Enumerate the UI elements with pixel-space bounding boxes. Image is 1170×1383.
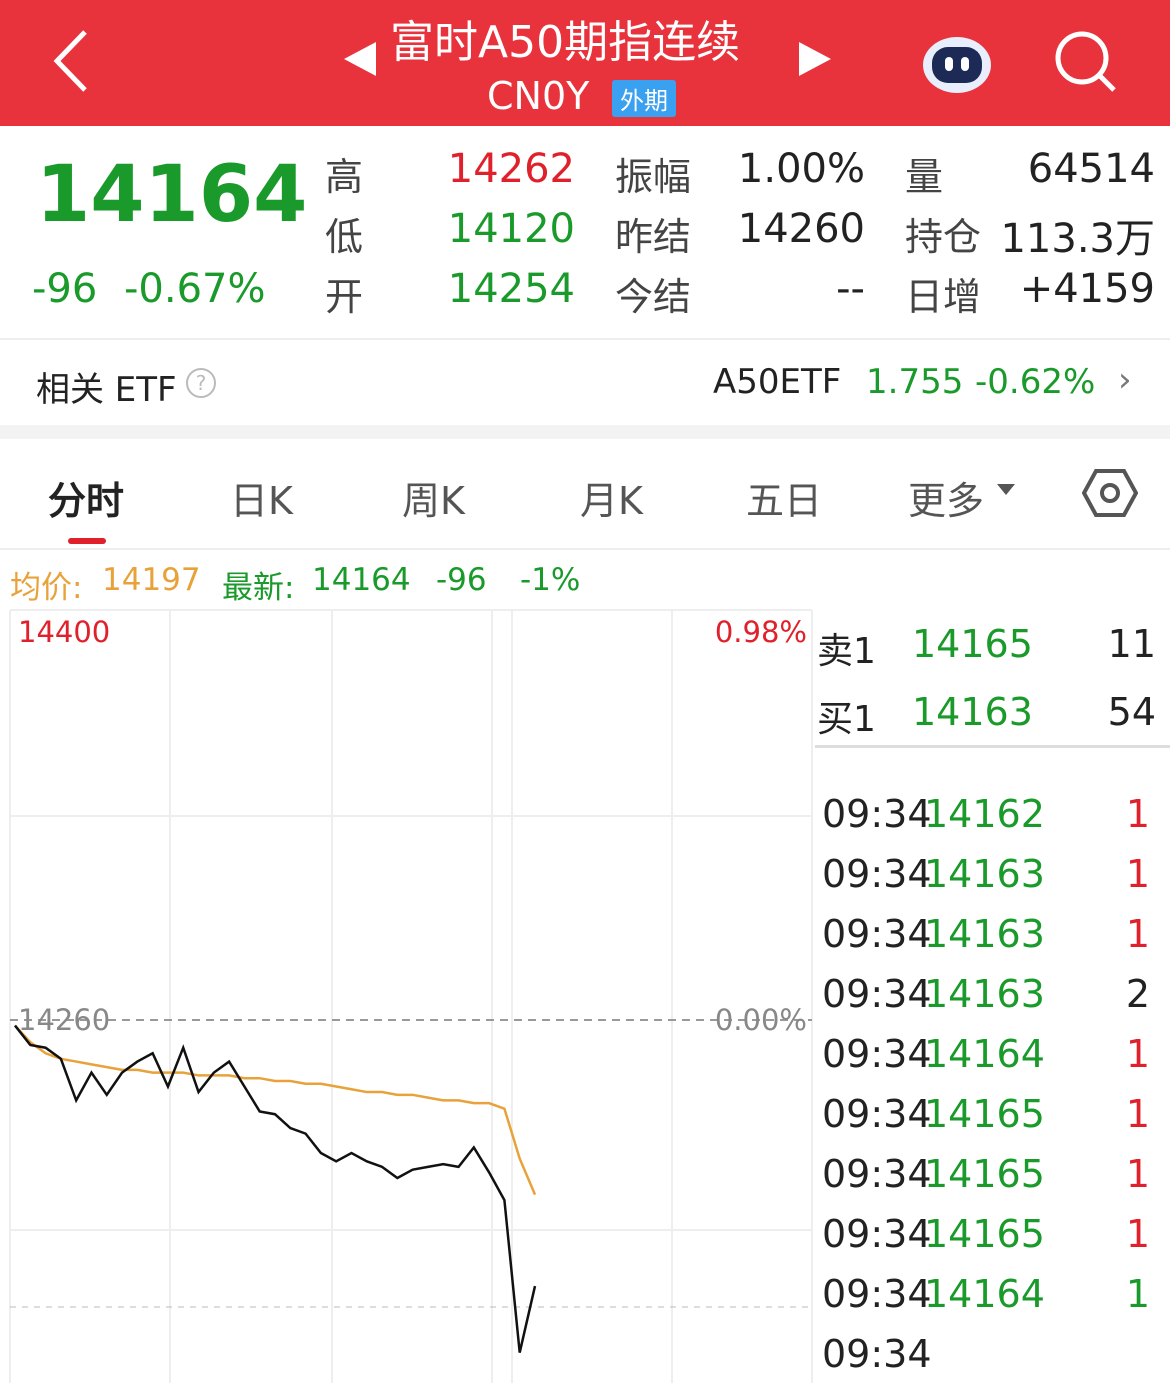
stat-label: 低	[325, 215, 364, 259]
trade-time: 09:34	[822, 1332, 932, 1376]
trade-volume: 1	[1125, 792, 1150, 836]
trade-time: 09:34	[822, 792, 932, 836]
grid	[9, 609, 813, 1383]
trade-time: 09:34	[822, 912, 932, 956]
legend-change: -96	[436, 562, 487, 598]
robot-icon[interactable]	[918, 25, 996, 95]
stat-value: 1.00%	[737, 146, 865, 192]
tag: 外期	[612, 80, 676, 117]
book-volume: 11	[1107, 622, 1156, 666]
book-volume: 54	[1107, 690, 1156, 734]
stat-value: +4159	[1019, 266, 1155, 312]
trade-volume: 1	[1125, 1032, 1150, 1076]
trade-volume: 1	[1125, 1152, 1150, 1196]
stat-label: 高	[325, 155, 364, 199]
tab[interactable]: 月K	[580, 479, 643, 523]
divider	[0, 338, 1170, 340]
change-pct: -0.67%	[124, 266, 266, 312]
tab[interactable]: 分时	[48, 479, 125, 523]
tab[interactable]: 日K	[230, 479, 293, 523]
last-price: 14164	[36, 150, 308, 240]
legend-avg-label: 均价:	[10, 570, 83, 606]
trade-volume: 1	[1125, 1212, 1150, 1256]
book-price: 14163	[912, 690, 1033, 734]
etf-label: 相关 ETF	[36, 370, 177, 410]
trade-volume: 1	[1125, 1272, 1150, 1316]
stat-value: 113.3万	[1000, 216, 1155, 262]
stat-label: 开	[325, 275, 364, 319]
etf-change: -0.62%	[975, 362, 1096, 402]
divider	[0, 548, 1170, 550]
book-label: 卖1	[817, 631, 876, 672]
trade-price: 14165	[924, 1092, 1045, 1136]
code: CN0Y	[487, 74, 590, 118]
search-icon[interactable]	[1052, 28, 1118, 94]
trade-price: 14165	[924, 1152, 1045, 1196]
trade-price: 14164	[924, 1032, 1045, 1076]
pct-label: 0.98%	[715, 615, 807, 649]
book-label: 买1	[817, 699, 876, 740]
trade-time: 09:34	[822, 1032, 932, 1076]
section-gap	[0, 425, 1170, 439]
trade-price: 14164	[924, 1272, 1045, 1316]
trade-time: 09:34	[822, 1272, 932, 1316]
trade-volume: 1	[1125, 912, 1150, 956]
trade-volume: 1	[1125, 852, 1150, 896]
trade-volume: 1	[1125, 1092, 1150, 1136]
legend-latest-label: 最新:	[222, 570, 295, 606]
trade-time: 09:34	[822, 1212, 932, 1256]
stat-value: 14262	[447, 146, 575, 192]
price-line	[14, 1024, 537, 1353]
intraday-chart: 14400 0.98% 14260 0.00%	[9, 609, 813, 1383]
tab[interactable]: 五日	[746, 479, 823, 523]
trade-time: 09:34	[822, 1092, 932, 1136]
stat-label: 振幅	[615, 155, 692, 199]
trade-price: 14165	[924, 1212, 1045, 1256]
stat-value: 14260	[737, 206, 865, 252]
etf-name[interactable]: A50ETF	[713, 362, 842, 402]
y-tick-label: 14260	[18, 1003, 110, 1037]
svg-text:?: ?	[196, 371, 207, 395]
stat-label: 量	[905, 155, 944, 199]
tab-indicator	[68, 538, 106, 544]
pct-label: 0.00%	[715, 1003, 807, 1037]
legend-latest: 14164	[312, 562, 411, 598]
trade-price: 14163	[924, 852, 1045, 896]
change: -96	[32, 266, 98, 312]
title: 富时A50期指连续	[390, 17, 741, 68]
help-icon[interactable]: ?	[184, 366, 218, 400]
dropdown-caret[interactable]	[997, 484, 1015, 495]
book-divider	[815, 745, 1170, 748]
avg-line	[14, 1024, 537, 1196]
y-tick-label: 14400	[18, 615, 110, 649]
settings-icon[interactable]	[1082, 468, 1138, 518]
stat-value: 14254	[447, 266, 575, 312]
next-arrow[interactable]	[795, 40, 835, 80]
trade-price: 14162	[924, 792, 1045, 836]
legend-avg: 14197	[102, 562, 201, 598]
trade-time: 09:34	[822, 1152, 932, 1196]
trade-volume: 2	[1125, 972, 1150, 1016]
trade-time: 09:34	[822, 852, 932, 896]
etf-price: 1.755	[866, 362, 964, 402]
trade-price: 14163	[924, 912, 1045, 956]
stat-value: --	[836, 266, 865, 312]
stat-label: 持仓	[905, 215, 982, 259]
stat-label: 昨结	[615, 215, 692, 259]
trade-price: 14163	[924, 972, 1045, 1016]
etf-arrow[interactable]: ›	[1118, 360, 1132, 400]
stat-value: 64514	[1027, 146, 1155, 192]
stat-label: 日增	[905, 275, 982, 319]
back-button[interactable]	[45, 28, 95, 94]
book-price: 14165	[912, 622, 1033, 666]
tab[interactable]: 更多	[908, 479, 985, 523]
stat-value: 14120	[447, 206, 575, 252]
trade-time: 09:34	[822, 972, 932, 1016]
legend-pct: -1%	[520, 562, 581, 598]
stat-label: 今结	[615, 275, 692, 319]
prev-arrow[interactable]	[340, 40, 380, 80]
tab[interactable]: 周K	[402, 479, 465, 523]
